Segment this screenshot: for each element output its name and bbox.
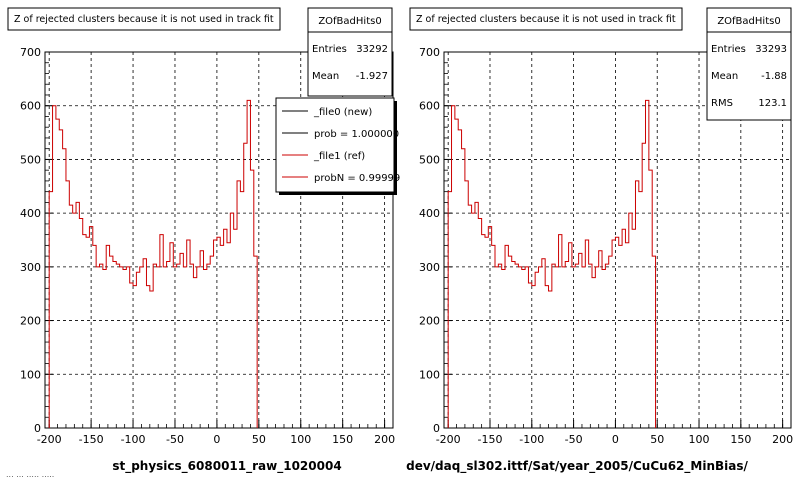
- x-tick-label: -200: [436, 433, 461, 446]
- x-tick-label: 50: [252, 433, 266, 446]
- right-chart-panel: 0 100 200 300 400 500 600 700 -200 -150 -100 -50 0 50…: [406, 7, 793, 474]
- legend-label: probN = 0.99999: [314, 173, 400, 184]
- stats-row-value: 33292: [356, 44, 388, 55]
- left-chart-panel: 0 100 200 300 400 500 600 700 -200 -150 -100 -50 0 50…: [7, 7, 400, 474]
- legend-label: _file0 (new): [313, 107, 372, 118]
- y-tick-label: 300: [20, 261, 41, 274]
- y-tick-label: 600: [419, 100, 440, 113]
- stats-row-label: Entries: [711, 44, 746, 55]
- bottom-left-stamp: ... ... ..... .....: [6, 470, 54, 479]
- stats-box: [706, 7, 792, 121]
- x-tick-label: 100: [689, 433, 710, 446]
- y-tick-label: 600: [20, 100, 41, 113]
- y-tick-label: 200: [20, 315, 41, 328]
- y-tick-label: 500: [419, 153, 440, 166]
- x-tick-label: 100: [290, 433, 311, 446]
- y-tick-label: 100: [419, 368, 440, 381]
- x-tick-label: -100: [519, 433, 544, 446]
- x-tick-label: -50: [166, 433, 184, 446]
- x-tick-label: 200: [772, 433, 793, 446]
- stats-box-name: ZOfBadHits0: [717, 16, 780, 27]
- x-tick-label: -50: [565, 433, 583, 446]
- stats-row-value: -1.88: [761, 71, 787, 82]
- x-tick-label: -200: [37, 433, 62, 446]
- y-tick-label: 300: [419, 261, 440, 274]
- title-box: [7, 7, 281, 31]
- y-tick-label: 500: [20, 153, 41, 166]
- stats-row-value: 33293: [755, 44, 787, 55]
- stats-box: [307, 7, 393, 97]
- x-tick-label: 0: [612, 433, 619, 446]
- legend-box: [275, 97, 395, 193]
- x-tick-label: 0: [213, 433, 220, 446]
- y-tick-label: 100: [20, 368, 41, 381]
- legend-label: prob = 1.000000: [314, 129, 399, 140]
- histogram-series: [447, 99, 657, 428]
- x-axis-label: st_physics_6080011_raw_1020004: [112, 459, 341, 474]
- y-tick-label: 700: [20, 46, 41, 59]
- stats-box-name: ZOfBadHits0: [318, 16, 381, 27]
- stats-row-label: Entries: [312, 44, 347, 55]
- histogram-series: [48, 99, 258, 428]
- x-tick-label: -150: [79, 433, 104, 446]
- x-tick-label: -100: [121, 433, 146, 446]
- x-tick-label: 50: [650, 433, 664, 446]
- stats-row-label: RMS: [711, 98, 733, 109]
- title-box: [409, 7, 683, 31]
- chart-title: Z of rejected clusters because it is not…: [416, 14, 676, 25]
- stats-row-label: Mean: [312, 71, 339, 82]
- y-tick-label: 0: [433, 422, 440, 435]
- x-axis-label: dev/daq_sl302.ittf/Sat/year_2005/CuCu62_…: [406, 459, 748, 474]
- stats-row-value: -1.927: [356, 71, 388, 82]
- x-tick-label: -150: [478, 433, 503, 446]
- stats-row-value: 123.1: [758, 98, 787, 109]
- chart-title: Z of rejected clusters because it is not…: [14, 14, 274, 25]
- y-tick-label: 400: [419, 207, 440, 220]
- y-tick-label: 700: [419, 46, 440, 59]
- y-tick-label: 0: [34, 422, 41, 435]
- y-tick-label: 200: [419, 315, 440, 328]
- stats-row-label: Mean: [711, 71, 738, 82]
- x-tick-label: 200: [374, 433, 395, 446]
- legend-label: _file1 (ref): [313, 151, 365, 162]
- y-tick-label: 400: [20, 207, 41, 220]
- x-tick-label: 150: [730, 433, 751, 446]
- x-tick-label: 150: [332, 433, 353, 446]
